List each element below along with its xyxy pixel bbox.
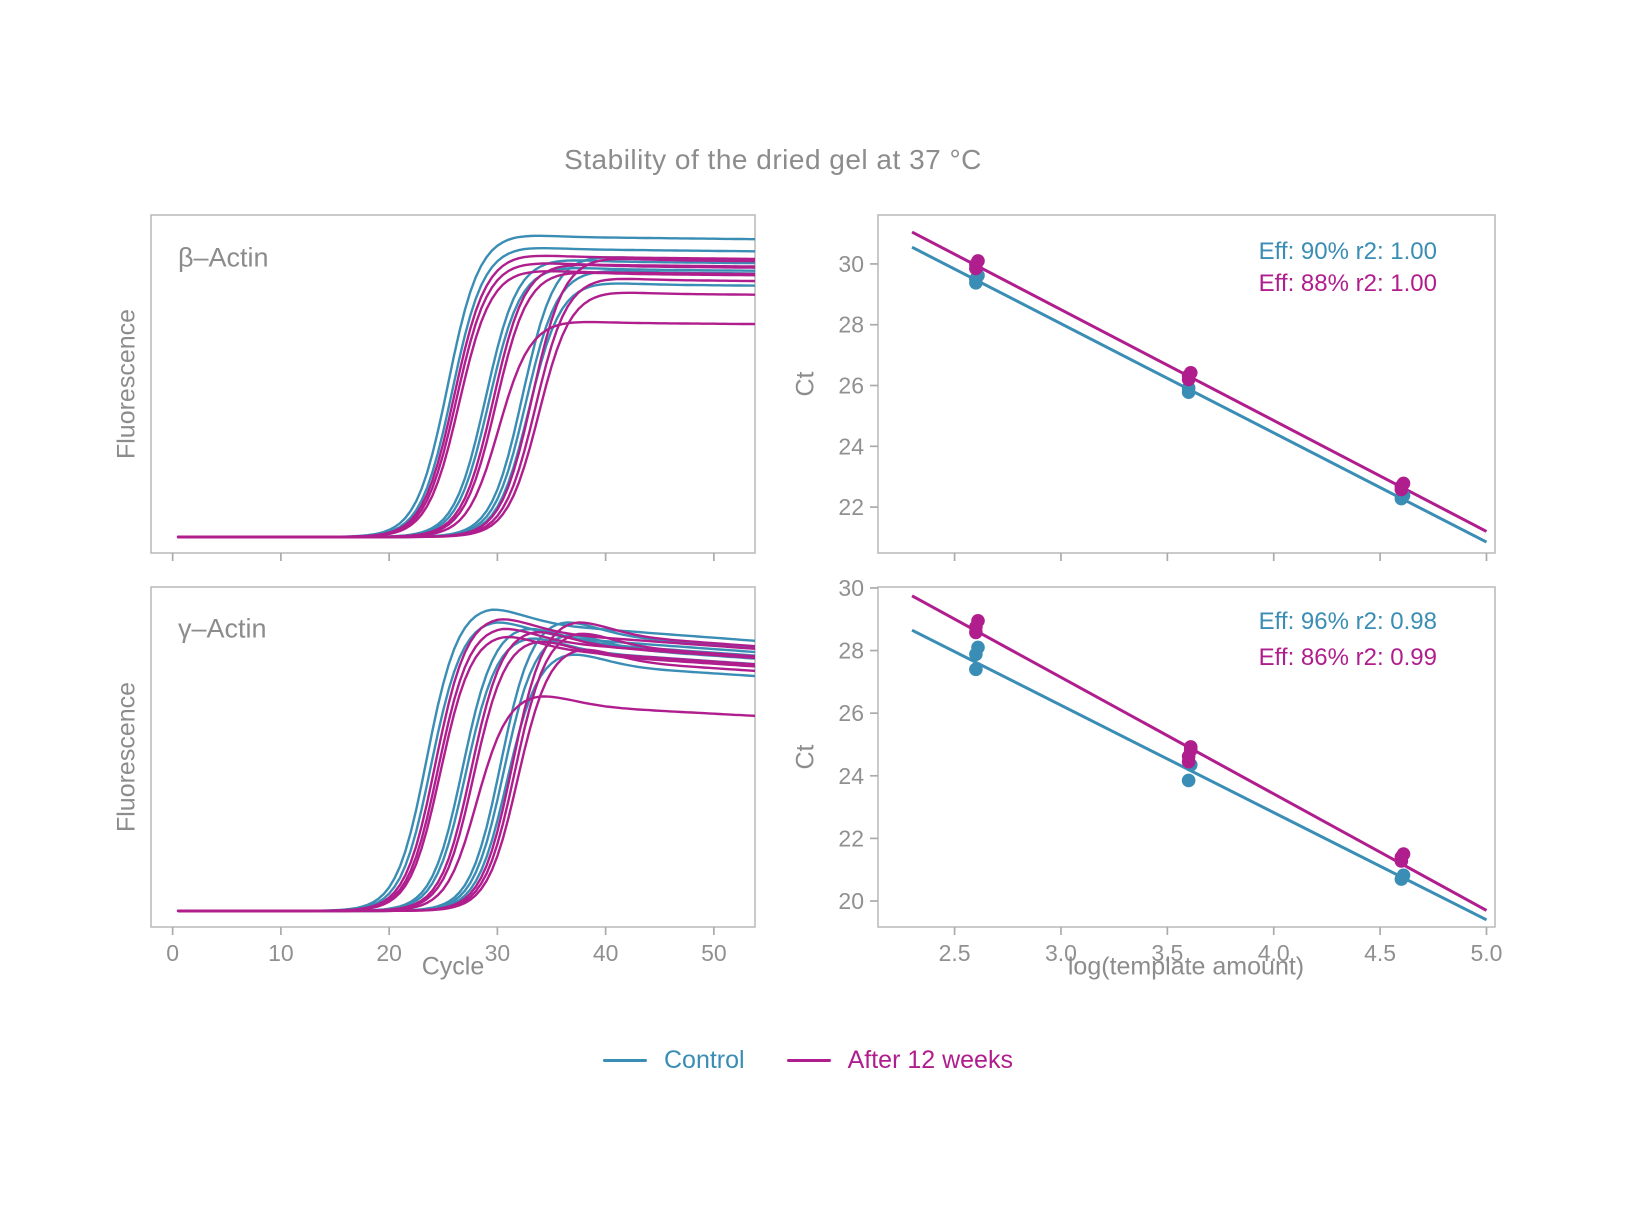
- amp-gamma-x-tick-label: 50: [701, 940, 727, 966]
- amp-beta-curve-after-12-weeks-0: [176, 254, 755, 539]
- x-axis-label-log-template: log(template amount): [1067, 952, 1305, 981]
- std-gamma-x-tick-label: 4.0: [1258, 940, 1290, 966]
- amp-gamma-x-tick-label: 0: [166, 940, 179, 966]
- panel-label-beta-actin: β–Actin: [178, 242, 269, 273]
- legend-item-after-12-weeks: After 12 weeks: [786, 1046, 1013, 1075]
- after-12-weeks-line-swatch: [786, 1058, 831, 1063]
- amp-gamma-x-tick-label: 20: [376, 940, 402, 966]
- efficiency-annotation-beta-control: Eff: 90% r2: 1.00: [1258, 238, 1437, 265]
- legend: Control After 12 weeks: [603, 1046, 1013, 1075]
- amp-beta-curve-after-12-weeks-6: [176, 257, 755, 539]
- amp-beta-curve-after-12-weeks-4: [176, 271, 755, 539]
- std-gamma-y-tick-label: 24: [838, 763, 864, 789]
- std-gamma-y-tick-label: 22: [838, 825, 864, 851]
- std-beta-point-after-5: [1183, 365, 1198, 380]
- x-axis-label-cycle: Cycle: [421, 952, 485, 981]
- std-beta-fit-line-control: [911, 245, 1488, 544]
- std-beta-panel: 22 24 26 28 30: [838, 214, 1496, 561]
- std-gamma-y-tick-label: 30: [838, 575, 864, 601]
- std-beta-border: [877, 214, 1496, 554]
- std-gamma-point-control-2: [971, 640, 985, 655]
- std-beta-y-tick-label: 30: [838, 251, 864, 277]
- y-axis-label-ct-beta: Ct: [791, 371, 820, 397]
- std-gamma-x-tick-label: 3.5: [1151, 940, 1183, 966]
- efficiency-annotation-gamma-control: Eff: 96% r2: 0.98: [1258, 608, 1437, 635]
- std-beta-y-tick-label: 28: [838, 312, 864, 338]
- amp-gamma-x-tick-label: 40: [593, 940, 619, 966]
- amp-beta-curve-control-5: [176, 269, 755, 539]
- efficiency-annotation-gamma-after: Eff: 86% r2: 0.99: [1258, 644, 1437, 671]
- std-gamma-border: [877, 586, 1496, 928]
- amp-beta-panel: [150, 214, 756, 561]
- legend-label-control: Control: [664, 1046, 745, 1074]
- std-gamma-fit-line-control: [911, 628, 1488, 922]
- std-gamma-point-after-6: [1183, 740, 1198, 754]
- amp-beta-border: [150, 214, 756, 554]
- std-beta-fit-line-after: [911, 230, 1488, 533]
- amp-beta-curve-control-2: [176, 259, 755, 539]
- legend-item-control: Control: [603, 1046, 745, 1075]
- std-gamma-x-tick-label: 4.5: [1364, 940, 1396, 966]
- std-gamma-point-control-6: [1396, 868, 1411, 883]
- y-axis-label-ct-gamma: Ct: [791, 744, 820, 770]
- y-axis-label-fluorescence-beta: Fluorescence: [112, 308, 141, 460]
- std-gamma-point-control-0: [969, 662, 983, 677]
- control-line-swatch: [603, 1058, 647, 1063]
- amp-beta-curve-control-4: [176, 256, 755, 539]
- std-gamma-point-after-9: [1396, 847, 1411, 861]
- figure-title: Stability of the dried gel at 37 °C: [564, 144, 982, 175]
- amp-gamma-panel: 0 10 20 30 40 50: [150, 586, 756, 966]
- amp-gamma-x-tick-label: 10: [268, 940, 294, 966]
- amp-beta-curve-after-12-weeks-2: [176, 269, 755, 539]
- std-gamma-x-tick-label: 5.0: [1470, 940, 1502, 966]
- std-gamma-point-after-2: [971, 614, 985, 628]
- std-gamma-x-tick-label: 3.0: [1045, 940, 1077, 966]
- std-gamma-y-tick-label: 28: [838, 638, 864, 664]
- efficiency-annotation-beta-after: Eff: 88% r2: 1.00: [1258, 270, 1437, 297]
- std-beta-y-tick-label: 22: [838, 494, 864, 520]
- std-beta-point-after-8: [1396, 476, 1411, 491]
- amp-beta-curve-after-12-weeks-5: [176, 320, 755, 539]
- std-beta-point-after-2: [971, 254, 985, 268]
- std-gamma-fit-line-after: [911, 594, 1488, 912]
- std-gamma-y-tick-label: 20: [838, 888, 864, 914]
- amp-gamma-border: [150, 586, 756, 928]
- amp-beta-curve-after-12-weeks-8: [176, 291, 755, 539]
- std-beta-y-tick-label: 24: [838, 433, 864, 459]
- amp-gamma-x-tick-label: 30: [485, 940, 511, 966]
- std-gamma-x-tick-label: 2.5: [939, 940, 971, 966]
- std-beta-y-tick-label: 26: [838, 373, 864, 399]
- amp-beta-curve-control-1: [176, 247, 755, 539]
- std-gamma-y-tick-label: 26: [838, 700, 864, 726]
- panel-label-gamma-actin: γ–Actin: [178, 613, 267, 644]
- y-axis-label-fluorescence-gamma: Fluorescence: [112, 681, 141, 833]
- amp-gamma-curve-after-12-weeks-8: [176, 648, 755, 913]
- legend-label-after-12-weeks: After 12 weeks: [847, 1046, 1013, 1074]
- std-gamma-point-control-3: [1181, 773, 1196, 788]
- std-gamma-panel: 2.5 3.0 3.5 4.0 4.5 5.0 20 22 24 26 28 30: [838, 575, 1502, 966]
